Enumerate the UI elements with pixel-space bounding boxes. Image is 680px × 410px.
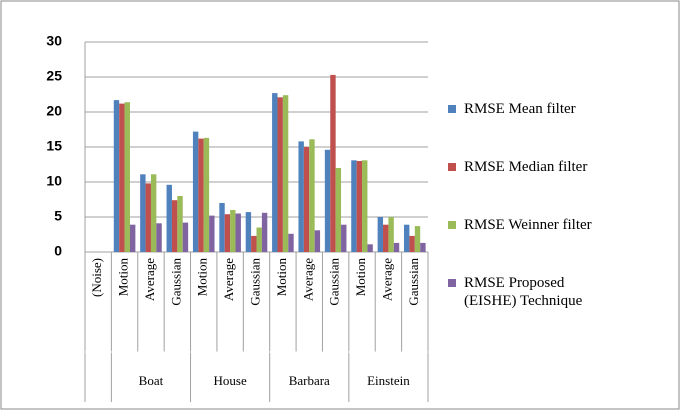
legend-item: RMSE Median filter: [448, 158, 598, 216]
y-tick-label: 10: [46, 173, 62, 189]
bar: [277, 97, 283, 252]
legend-label: RMSE Weinner filter: [464, 217, 592, 233]
x-tick-label: Gaussian: [327, 258, 342, 306]
bar: [203, 137, 210, 252]
bar: [230, 210, 236, 252]
bar: [388, 217, 394, 252]
bar: [298, 141, 304, 252]
bar: [330, 74, 336, 253]
bar: [209, 215, 215, 252]
bar: [335, 168, 342, 252]
y-tick-label: 25: [46, 68, 62, 84]
x-tick-label: Motion: [274, 258, 289, 297]
bar: [251, 235, 257, 252]
x-tick-label: (Noise): [89, 258, 104, 297]
legend: RMSE Mean filter RMSE Median filter RMSE W…: [448, 100, 598, 332]
bar: [256, 227, 262, 252]
group-label: Einstein: [367, 373, 410, 388]
bar: [377, 217, 384, 252]
legend-label: RMSE Mean filter: [464, 101, 576, 117]
bar: [362, 160, 368, 252]
legend-swatch: [448, 105, 456, 113]
bar: [145, 183, 151, 252]
bar: [235, 213, 241, 252]
group-label: House: [214, 373, 247, 388]
bar: [351, 160, 357, 252]
bar: [288, 233, 294, 252]
bar: [282, 95, 289, 252]
x-tick-label: Gaussian: [406, 258, 421, 306]
bar: [113, 100, 120, 252]
group-label: Boat: [139, 373, 164, 388]
bar: [219, 203, 225, 252]
bar: [192, 131, 199, 252]
x-tick-label: Average: [379, 258, 394, 301]
y-tick-label: 5: [54, 208, 62, 224]
x-tick-label: Average: [142, 258, 157, 301]
bar: [198, 138, 204, 252]
legend-item: RMSE Weinner filter: [448, 216, 598, 274]
x-tick-label: Average: [300, 258, 315, 301]
bar: [309, 139, 315, 252]
bar: [261, 212, 268, 252]
x-tick-label: Average: [221, 258, 236, 301]
bar: [314, 230, 321, 252]
bar: [177, 196, 183, 252]
bar: [404, 224, 410, 252]
bar: [245, 212, 252, 252]
bar: [150, 174, 157, 252]
legend-swatch: [448, 279, 456, 287]
bar: [272, 93, 278, 252]
bar: [124, 102, 130, 252]
legend-item: RMSE Proposed (EISHE) Technique: [448, 274, 598, 332]
bar: [119, 103, 125, 252]
bar: [324, 149, 331, 252]
legend-label: RMSE Proposed (EISHE) Technique: [464, 275, 583, 309]
bar: [182, 222, 189, 252]
legend-item: RMSE Mean filter: [448, 100, 598, 158]
bar: [129, 224, 136, 252]
legend-swatch: [448, 163, 456, 171]
bar: [414, 226, 421, 252]
bar: [393, 242, 400, 252]
bar: [420, 242, 426, 252]
bar: [224, 214, 231, 252]
bar: [171, 200, 178, 252]
x-tick-label: Motion: [353, 258, 368, 297]
bar: [409, 235, 415, 252]
y-tick-label: 30: [46, 33, 62, 49]
x-tick-label: Motion: [195, 258, 210, 297]
x-tick-label: Gaussian: [247, 258, 262, 306]
bar: [303, 147, 310, 252]
bar: [367, 244, 373, 252]
bar: [156, 223, 162, 252]
legend-label: RMSE Median filter: [464, 159, 588, 175]
bar: [166, 184, 172, 252]
y-tick-label: 15: [46, 138, 62, 154]
y-tick-label: 20: [46, 103, 62, 119]
bar: [341, 224, 347, 252]
x-tick-label: Motion: [116, 258, 131, 297]
group-label: Barbara: [289, 373, 330, 388]
legend-swatch: [448, 221, 456, 229]
y-tick-label: 0: [54, 243, 62, 259]
bar: [383, 224, 389, 252]
bar: [140, 174, 146, 252]
bar: [356, 161, 363, 252]
x-tick-label: Gaussian: [168, 258, 183, 306]
